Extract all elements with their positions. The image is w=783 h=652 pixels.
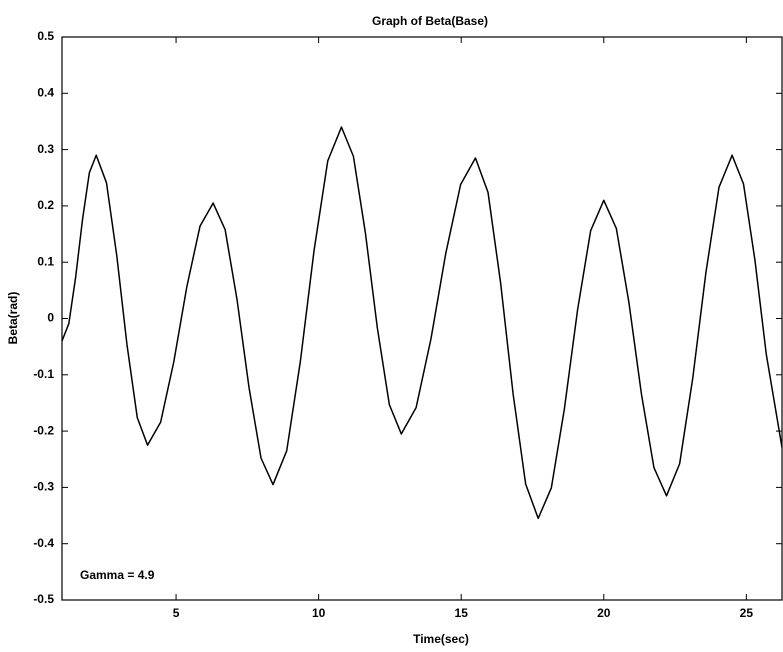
y-tick-label: -0.1 — [33, 367, 54, 381]
y-tick-label: -0.4 — [33, 536, 54, 550]
y-tick-label: 0.2 — [37, 198, 54, 212]
annotation: Gamma = 4.9 — [80, 568, 155, 582]
data-line — [61, 126, 783, 520]
x-tick-label: 10 — [312, 606, 326, 620]
chart-title: Graph of Beta(Base) — [372, 14, 488, 28]
y-tick-label: -0.3 — [33, 480, 54, 494]
x-tick-label: 20 — [597, 606, 611, 620]
y-tick-label: 0.5 — [37, 29, 54, 43]
plot-frame — [61, 36, 783, 601]
y-tick-label: -0.5 — [33, 592, 54, 606]
x-tick-label: 15 — [455, 606, 469, 620]
y-tick-label: 0.4 — [37, 85, 54, 99]
x-axis-label: Time(sec) — [413, 632, 469, 646]
x-tick-label: 25 — [740, 606, 754, 620]
x-tick-label: 5 — [173, 606, 180, 620]
y-tick-label: 0 — [47, 311, 54, 325]
y-axis-label: Beta(rad) — [6, 292, 20, 345]
y-tick-label: 0.3 — [37, 142, 54, 156]
y-tick-label: 0.1 — [37, 254, 54, 268]
y-tick-label: -0.2 — [33, 423, 54, 437]
